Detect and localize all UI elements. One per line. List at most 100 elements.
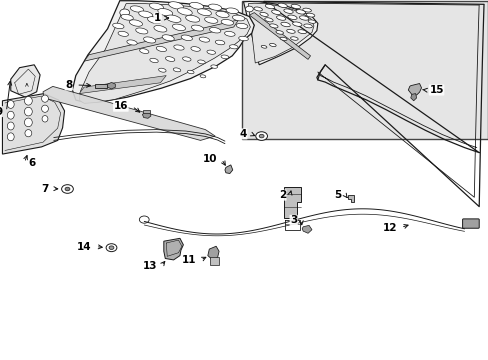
Ellipse shape [208, 4, 222, 10]
Ellipse shape [118, 31, 128, 36]
Ellipse shape [126, 40, 137, 45]
Ellipse shape [210, 65, 217, 68]
Ellipse shape [181, 35, 192, 41]
Polygon shape [248, 3, 313, 63]
Polygon shape [95, 84, 106, 88]
Ellipse shape [197, 9, 211, 15]
Ellipse shape [197, 60, 205, 64]
Ellipse shape [221, 19, 233, 25]
Text: 14: 14 [77, 242, 92, 252]
Ellipse shape [204, 17, 218, 23]
Ellipse shape [303, 24, 312, 28]
Polygon shape [84, 20, 238, 61]
Ellipse shape [221, 55, 228, 59]
Ellipse shape [129, 20, 142, 26]
Polygon shape [72, 1, 254, 103]
Ellipse shape [7, 111, 14, 119]
Ellipse shape [177, 8, 192, 15]
Circle shape [61, 185, 73, 193]
Ellipse shape [232, 15, 244, 21]
Ellipse shape [261, 45, 266, 48]
Ellipse shape [41, 95, 48, 102]
Ellipse shape [238, 36, 248, 41]
Text: 3: 3 [289, 215, 297, 225]
Text: 9: 9 [0, 107, 2, 117]
Polygon shape [11, 65, 40, 97]
Ellipse shape [162, 35, 174, 41]
Ellipse shape [302, 8, 311, 12]
Text: 11: 11 [182, 255, 196, 265]
Ellipse shape [149, 58, 158, 63]
Ellipse shape [168, 2, 183, 9]
Bar [210, 257, 219, 265]
Ellipse shape [297, 30, 306, 33]
Ellipse shape [185, 15, 199, 22]
Circle shape [120, 9, 129, 16]
Text: 16: 16 [113, 101, 128, 111]
Polygon shape [163, 238, 183, 260]
Ellipse shape [112, 23, 124, 29]
Ellipse shape [265, 4, 274, 9]
Ellipse shape [121, 14, 133, 20]
Ellipse shape [229, 45, 238, 49]
Text: 15: 15 [428, 85, 443, 95]
Text: 6: 6 [28, 158, 36, 168]
Bar [242, 1, 487, 139]
Ellipse shape [264, 18, 273, 22]
Ellipse shape [290, 37, 298, 40]
Ellipse shape [24, 107, 32, 116]
Ellipse shape [276, 16, 285, 20]
Ellipse shape [7, 122, 14, 130]
Circle shape [106, 244, 117, 252]
Ellipse shape [173, 45, 184, 50]
Ellipse shape [156, 46, 166, 51]
Ellipse shape [259, 12, 268, 17]
Circle shape [245, 6, 253, 12]
Polygon shape [249, 13, 310, 59]
Polygon shape [347, 195, 353, 202]
Ellipse shape [292, 22, 302, 26]
Ellipse shape [158, 9, 172, 16]
Circle shape [139, 216, 149, 223]
Ellipse shape [165, 57, 175, 62]
Ellipse shape [7, 100, 14, 108]
Ellipse shape [225, 8, 238, 14]
Polygon shape [302, 225, 311, 233]
Text: 5: 5 [333, 190, 341, 200]
Ellipse shape [275, 31, 283, 34]
Ellipse shape [271, 10, 280, 14]
Ellipse shape [307, 20, 315, 23]
Ellipse shape [280, 22, 290, 27]
Text: 4: 4 [239, 129, 246, 139]
Ellipse shape [136, 28, 147, 34]
Ellipse shape [283, 9, 293, 13]
Ellipse shape [24, 96, 32, 105]
Ellipse shape [187, 70, 194, 74]
Polygon shape [2, 94, 64, 154]
Ellipse shape [154, 26, 166, 32]
Ellipse shape [139, 49, 149, 54]
Polygon shape [43, 86, 215, 140]
Polygon shape [224, 165, 232, 174]
Ellipse shape [173, 68, 181, 72]
Polygon shape [207, 246, 219, 260]
Ellipse shape [287, 15, 297, 19]
Ellipse shape [290, 4, 300, 9]
Circle shape [65, 187, 70, 191]
Text: 7: 7 [41, 184, 49, 194]
Ellipse shape [139, 11, 152, 18]
Ellipse shape [166, 15, 181, 22]
Polygon shape [243, 1, 317, 65]
Circle shape [255, 132, 267, 140]
Polygon shape [407, 84, 421, 95]
Ellipse shape [200, 75, 205, 78]
Ellipse shape [190, 47, 200, 51]
Circle shape [109, 246, 114, 249]
Ellipse shape [215, 40, 224, 45]
Polygon shape [283, 187, 301, 218]
Ellipse shape [280, 37, 286, 40]
Ellipse shape [41, 105, 48, 112]
Ellipse shape [143, 37, 155, 43]
Ellipse shape [269, 44, 276, 46]
Ellipse shape [189, 3, 203, 9]
